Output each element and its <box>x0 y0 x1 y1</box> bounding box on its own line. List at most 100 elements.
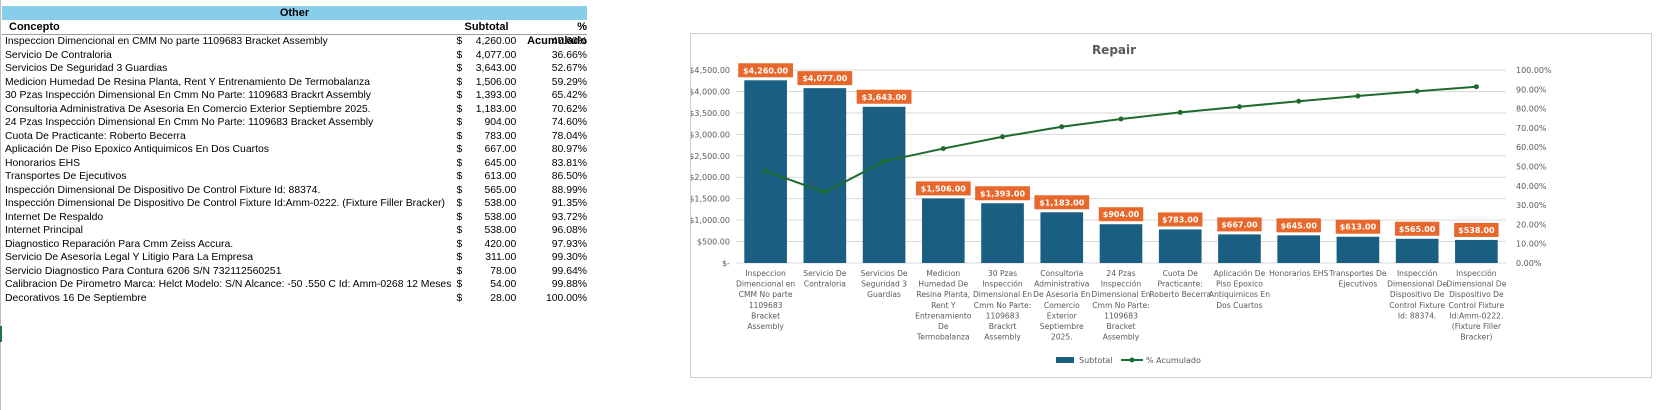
bar[interactable] <box>981 203 1024 263</box>
table-row[interactable]: Diagnostico Reparación Para Cmm Zeiss Ac… <box>2 238 587 252</box>
cell-pct[interactable]: 83.81% <box>551 157 587 169</box>
cell-subtotal[interactable]: $3,643.00 <box>456 62 520 76</box>
bar[interactable] <box>1336 236 1380 263</box>
cell-subtotal[interactable]: $4,260.00 <box>456 35 520 49</box>
x-tick-label-line: 1109683 <box>749 301 783 310</box>
cell-pct[interactable]: 52.67% <box>551 63 587 74</box>
cell-concept[interactable]: Internet Principal <box>5 225 83 236</box>
cell-concept[interactable]: Aplicación De Piso Epoxico Antiquimicos … <box>5 144 269 155</box>
cell-pct[interactable]: 100.00% <box>545 292 587 304</box>
bar[interactable] <box>803 88 847 263</box>
cell-pct[interactable]: 59.29% <box>551 76 587 88</box>
table-row[interactable]: Servicio De Asesoría Legal Y Litigio Par… <box>2 251 587 265</box>
cell-concept[interactable]: Servicio De Asesoría Legal Y Litigio Par… <box>5 252 253 263</box>
table-row[interactable]: Servicio Diagnostico Para Contura 6206 S… <box>2 265 587 279</box>
cell-pct[interactable]: 99.88% <box>551 279 587 290</box>
cell-pct[interactable]: 36.66% <box>551 49 587 61</box>
cell-subtotal[interactable]: $28.00 <box>456 292 520 306</box>
cell-pct[interactable]: 80.97% <box>551 144 587 155</box>
cell-pct[interactable]: 86.50% <box>551 171 587 182</box>
cell-concept[interactable]: Honorarios EHS <box>5 157 81 169</box>
cell-pct[interactable]: 93.72% <box>551 211 587 223</box>
table-row[interactable]: 30 Pzas Inspección Dimensional En Cmm No… <box>2 89 587 103</box>
cell-subtotal[interactable]: $613.00 <box>456 170 520 184</box>
cell-pct[interactable]: 99.30% <box>551 252 587 263</box>
table-row[interactable]: Decorativos 16 De Septiembre $28.00 100.00… <box>2 292 587 306</box>
cell-concept[interactable]: Cuota De Practicante: Roberto Becerra <box>5 130 186 142</box>
cell-subtotal[interactable]: $667.00 <box>456 143 520 157</box>
table-row[interactable]: Medicion Humedad De Resina Planta, Rent … <box>2 76 587 90</box>
cell-subtotal[interactable]: $4,077.00 <box>456 49 520 63</box>
cell-concept[interactable]: Servicio De Contraloria <box>5 49 112 61</box>
cell-concept[interactable]: Inspección Dimensional De Dispositivo De… <box>5 198 446 209</box>
cell-subtotal[interactable]: $1,393.00 <box>456 89 520 103</box>
cell-subtotal[interactable]: $538.00 <box>456 197 520 211</box>
cell-subtotal[interactable]: $538.00 <box>456 224 520 238</box>
cell-pct[interactable]: 65.42% <box>551 90 587 101</box>
bar[interactable] <box>1099 224 1143 263</box>
cell-concept[interactable]: Inspeccion Dimencional en CMM No parte 1… <box>5 36 328 47</box>
cell-subtotal[interactable]: $538.00 <box>456 211 520 225</box>
cell-pct[interactable]: 70.62% <box>551 103 587 115</box>
cell-pct[interactable]: 91.35% <box>551 198 587 209</box>
cell-concept[interactable]: Servicio Diagnostico Para Contura 6206 S… <box>5 265 282 277</box>
cell-pct[interactable]: 96.08% <box>551 225 587 236</box>
table-row[interactable]: Cuota De Practicante: Roberto Becerra $78… <box>2 130 587 144</box>
table-row[interactable]: Servicios De Seguridad 3 Guardias $3,643.… <box>2 62 587 76</box>
cell-pct[interactable]: 97.93% <box>551 238 587 250</box>
table-row[interactable]: Internet De Respaldo $538.00 93.72% <box>2 211 587 225</box>
bar[interactable] <box>1455 239 1498 263</box>
table-row[interactable]: Aplicación De Piso Epoxico Antiquimicos … <box>2 143 587 157</box>
table-row[interactable]: Transportes De Ejecutivos $613.00 86.50% <box>2 170 587 184</box>
table-row[interactable]: Consultoria Administrativa De Asesoria E… <box>2 103 587 117</box>
table-row[interactable]: Inspección Dimensional De Dispositivo De… <box>2 197 587 211</box>
subtotal-value: 667.00 <box>484 144 517 155</box>
cell-concept[interactable]: Servicios De Seguridad 3 Guardias <box>5 63 168 74</box>
header-subtotal: Subtotal <box>464 21 509 33</box>
cell-subtotal[interactable]: $1,506.00 <box>456 76 520 90</box>
cell-pct[interactable]: 99.64% <box>551 265 587 277</box>
cell-subtotal[interactable]: $783.00 <box>456 130 520 144</box>
cell-concept[interactable]: Calibracion De Pirometro Marca: Helct Mo… <box>5 279 452 290</box>
cell-subtotal[interactable]: $54.00 <box>456 278 520 292</box>
x-tick-label-line: Bracket <box>1107 322 1136 331</box>
subtotal-value: 420.00 <box>484 238 517 250</box>
bar[interactable] <box>862 106 906 264</box>
table-row[interactable]: Servicio De Contraloria $4,077.00 36.66% <box>2 49 587 63</box>
table-row[interactable]: Inspección Dimensional De Dispositivo De… <box>2 184 587 198</box>
cell-subtotal[interactable]: $78.00 <box>456 265 520 279</box>
cell-concept[interactable]: Diagnostico Reparación Para Cmm Zeiss Ac… <box>5 238 234 250</box>
cell-subtotal[interactable]: $1,183.00 <box>456 103 520 117</box>
pareto-chart[interactable]: Repair $- $500.00 $1,000.00 $1,500.00 $2,000.… <box>689 33 1652 378</box>
cell-subtotal[interactable]: $904.00 <box>456 116 520 130</box>
x-tick-label-line: De <box>938 322 949 331</box>
bar[interactable] <box>1395 238 1439 263</box>
cell-concept[interactable]: 24 Pzas Inspección Dimensional En Cmm No… <box>5 117 374 128</box>
cell-concept[interactable]: Consultoria Administrativa De Asesoria E… <box>5 103 371 115</box>
cell-concept[interactable]: Medicion Humedad De Resina Planta, Rent … <box>5 76 371 88</box>
cell-subtotal[interactable]: $645.00 <box>456 157 520 171</box>
cell-subtotal[interactable]: $565.00 <box>456 184 520 198</box>
cell-concept[interactable]: Decorativos 16 De Septiembre <box>5 292 147 304</box>
cell-pct[interactable]: 88.99% <box>551 184 587 196</box>
table-row[interactable]: 24 Pzas Inspección Dimensional En Cmm No… <box>2 116 587 130</box>
table-row[interactable]: Internet Principal $538.00 96.08% <box>2 224 587 238</box>
bar[interactable] <box>1277 235 1321 263</box>
cell-concept[interactable]: Transportes De Ejecutivos <box>5 171 127 182</box>
table-row[interactable]: Inspeccion Dimencional en CMM No parte 1… <box>2 35 587 49</box>
bar[interactable] <box>1158 229 1202 263</box>
cell-concept[interactable]: Inspección Dimensional De Dispositivo De… <box>5 184 321 196</box>
bar[interactable] <box>1040 212 1084 263</box>
bar[interactable] <box>1218 234 1261 263</box>
table-row[interactable]: Calibracion De Pirometro Marca: Helct Mo… <box>2 278 587 292</box>
bar[interactable] <box>921 198 965 263</box>
cell-pct[interactable]: 78.04% <box>551 130 587 142</box>
cell-concept[interactable]: Internet De Respaldo <box>5 211 104 223</box>
x-tick-label-line: Dimencional en <box>736 280 795 289</box>
cell-subtotal[interactable]: $420.00 <box>456 238 520 252</box>
cell-pct[interactable]: 74.60% <box>551 117 587 128</box>
cell-subtotal[interactable]: $311.00 <box>456 251 520 265</box>
cell-pct[interactable]: 47.60% <box>551 36 587 47</box>
cell-concept[interactable]: 30 Pzas Inspección Dimensional En Cmm No… <box>5 90 371 101</box>
table-row[interactable]: Honorarios EHS $645.00 83.81% <box>2 157 587 171</box>
